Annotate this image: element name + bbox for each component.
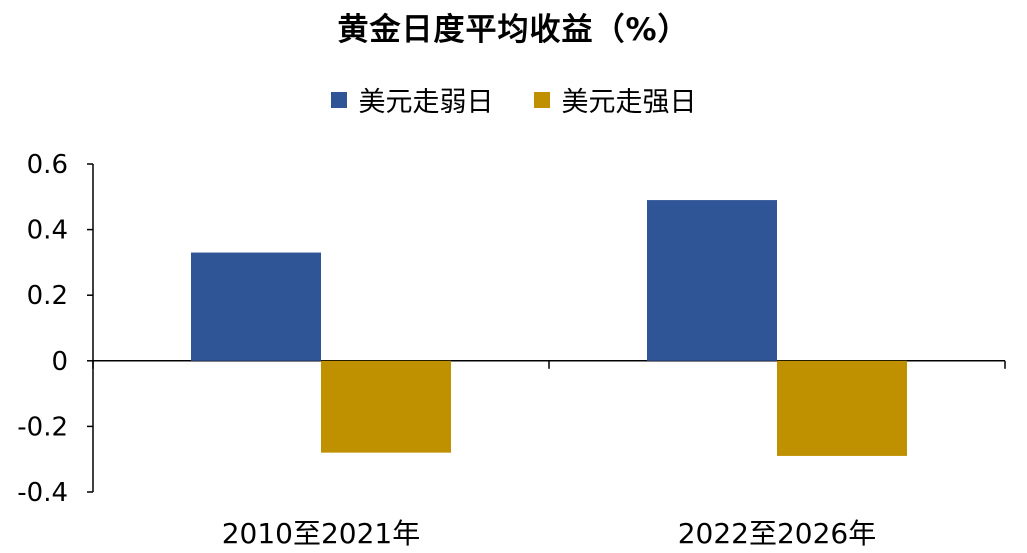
y-tick-label: 0.2 (27, 281, 68, 311)
x-category-label: 2010至2021年 (222, 517, 421, 550)
y-tick-label: 0.6 (27, 150, 68, 180)
y-tick-label: -0.2 (17, 412, 68, 442)
bar-weak-dollar-2 (647, 200, 777, 361)
legend-label-weak-dollar: 美元走弱日 (358, 87, 494, 118)
legend: 美元走弱日 美元走强日 (0, 80, 1027, 119)
y-tick-label: 0 (51, 347, 68, 377)
legend-swatch-strong-dollar (533, 91, 550, 108)
legend-item-weak-dollar: 美元走弱日 (330, 80, 494, 119)
chart-title: 黄金日度平均收益（%） (337, 12, 690, 48)
y-tick-label: 0.4 (27, 216, 68, 246)
bar-strong-dollar-2 (777, 360, 907, 456)
bar-weak-dollar-1 (191, 252, 321, 361)
bar-strong-dollar-1 (321, 360, 451, 453)
legend-item-strong-dollar: 美元走强日 (533, 80, 697, 119)
x-category-label: 2022至2026年 (678, 517, 877, 550)
y-tick-label: -0.4 (17, 478, 68, 508)
legend-label-strong-dollar: 美元走强日 (561, 87, 697, 118)
legend-swatch-weak-dollar (330, 91, 347, 108)
